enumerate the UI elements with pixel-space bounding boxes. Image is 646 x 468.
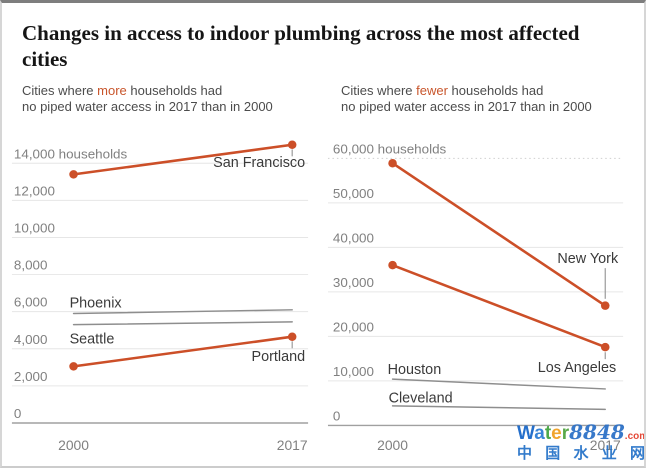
data-point-portland-2000 — [69, 362, 78, 371]
watermark-letter: W — [517, 423, 535, 444]
city-label-houston: Houston — [388, 362, 442, 378]
data-point-new-york-2000 — [388, 158, 397, 168]
y-tick-label: 20,000 — [333, 319, 374, 334]
y-tick-label: 0 — [333, 409, 340, 424]
y-tick-label: 30,000 — [333, 275, 374, 290]
y-tick-label: 8,000 — [14, 258, 48, 273]
x-tick-label: 2017 — [590, 437, 621, 453]
y-tick-label: 12,000 — [14, 183, 55, 198]
watermark-brand: Water8848.com — [517, 420, 646, 444]
subtitle-more-cities: Cities where more households had no pipe… — [22, 83, 322, 114]
watermark-letter: t — [544, 423, 552, 444]
watermark-cjk-char: 国 — [545, 445, 561, 462]
y-tick-label: 10,000 — [14, 221, 55, 236]
y-tick-label: 60,000 households — [333, 141, 447, 156]
watermark-cjk: 中国水业网 — [517, 445, 645, 462]
subtitle-highlight-more: more — [97, 83, 127, 98]
watermark-letter: r — [561, 423, 570, 444]
subtitle-prefix: Cities where — [341, 83, 417, 98]
series-line-san-francisco — [72, 143, 294, 176]
city-label-san-francisco: San Francisco — [213, 155, 305, 171]
y-tick-label: 6,000 — [14, 295, 48, 310]
series-line-houston — [391, 378, 606, 390]
series-line-seattle — [72, 321, 293, 326]
x-tick-label: 2017 — [277, 437, 308, 453]
subtitle-line2: no piped water access in 2017 than in 20… — [341, 98, 592, 114]
data-point-los-angeles-2017 — [600, 342, 610, 352]
data-point-portland-2017 — [287, 332, 297, 341]
watermark-letter: a — [534, 423, 545, 444]
line-charts-canvas: 0 2,000 4,000 6,000 8,000 10,000 12,000 14,000 … — [11, 140, 624, 453]
watermark-cjk-char: 网 — [629, 445, 645, 462]
watermark: Water8848.com 中国水业网 — [517, 420, 646, 462]
y-tick-label: 10,000 — [333, 364, 374, 379]
city-label-los-angeles: Los Angeles — [538, 360, 616, 376]
data-point-san-francisco-2000 — [69, 170, 78, 179]
watermark-digits: 8848 — [569, 420, 625, 444]
data-point-los-angeles-2000 — [388, 260, 397, 270]
y-tick-label: 0 — [14, 406, 21, 421]
city-label-phoenix: Phoenix — [70, 296, 123, 312]
subtitle-fewer-cities: Cities where fewer households had no pip… — [341, 83, 641, 114]
chart-title: Changes in access to indoor plumbing acr… — [22, 21, 580, 72]
watermark-cjk-char: 中 — [517, 445, 533, 462]
series-line-cleveland — [391, 405, 606, 411]
subtitle-prefix: Cities where — [22, 83, 98, 98]
data-point-san-francisco-2017 — [287, 140, 297, 149]
watermark-tld: .com — [624, 431, 646, 442]
y-tick-label: 4,000 — [14, 332, 48, 347]
city-label-seattle: Seattle — [70, 331, 115, 347]
watermark-cjk-char: 业 — [601, 445, 617, 462]
watermark-cjk-char: 水 — [573, 445, 589, 462]
city-label-new-york: New York — [557, 251, 619, 267]
y-tick-label: 14,000 households — [14, 146, 128, 161]
city-label-cleveland: Cleveland — [389, 391, 453, 407]
city-label-portland: Portland — [252, 349, 306, 365]
watermark-letter: e — [551, 423, 562, 444]
subtitle-line2: no piped water access in 2017 than in 20… — [22, 98, 273, 114]
y-tick-label: 2,000 — [14, 369, 48, 384]
y-tick-label: 50,000 — [333, 186, 374, 201]
x-tick-label: 2000 — [377, 437, 408, 453]
y-tick-label: 40,000 — [333, 230, 374, 245]
x-tick-label: 2000 — [58, 437, 89, 453]
subtitle-highlight-fewer: fewer — [416, 83, 448, 98]
series-line-phoenix — [72, 309, 293, 315]
series-line-los-angeles — [391, 263, 607, 349]
series-line-new-york — [391, 161, 607, 307]
data-point-new-york-2017 — [600, 301, 610, 310]
subtitle-suffix: households had — [447, 83, 544, 98]
series-line-portland — [72, 335, 294, 368]
subtitle-suffix: households had — [126, 83, 223, 98]
